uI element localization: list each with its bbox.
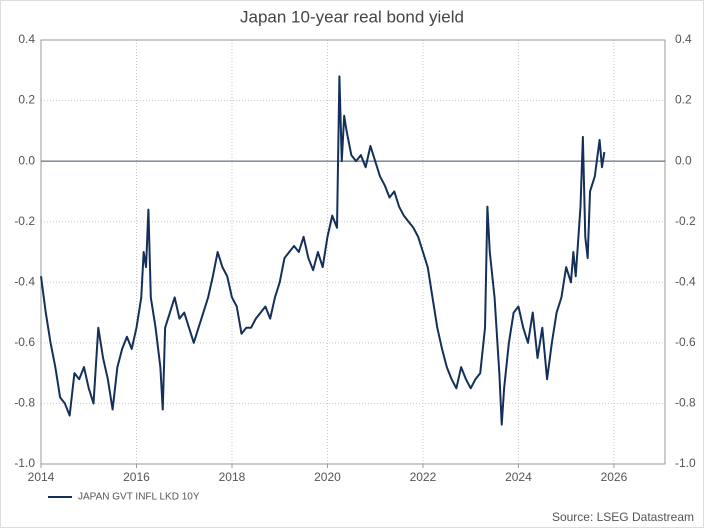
- y-tick-label: -0.4: [14, 274, 35, 288]
- y-tick-label: 0.4: [18, 32, 35, 46]
- y2-tick-label: -0.4: [675, 274, 696, 288]
- plot-border: [40, 39, 666, 465]
- y-tick-label: 0.0: [18, 153, 35, 167]
- x-tick-label: 2016: [123, 470, 150, 484]
- x-tick-label: 2022: [410, 470, 437, 484]
- x-tick-label: 2014: [28, 470, 55, 484]
- source: Source: LSEG Datastream: [552, 510, 694, 524]
- y-tick-label: 0.2: [18, 93, 35, 107]
- y2-tick-label: 0.0: [675, 153, 692, 167]
- y2-tick-label: -0.2: [675, 214, 696, 228]
- y-tick-label: -0.6: [14, 335, 35, 349]
- x-tick-label: 2018: [219, 470, 246, 484]
- y-tick-label: -1.0: [14, 456, 35, 470]
- y-tick-label: -0.2: [14, 214, 35, 228]
- y2-tick-label: -1.0: [675, 456, 696, 470]
- x-tick-label: 2020: [314, 470, 341, 484]
- series-line: [40, 75, 606, 426]
- y2-tick-label: 0.2: [675, 93, 692, 107]
- y2-tick-label: 0.4: [675, 32, 692, 46]
- y2-tick-label: -0.8: [675, 396, 696, 410]
- x-tick-label: 2024: [505, 470, 532, 484]
- y-tick-label: -0.8: [14, 396, 35, 410]
- x-tick-label: 2026: [601, 470, 628, 484]
- legend-label: JAPAN GVT INFL LKD 10Y: [78, 492, 200, 503]
- chart-title: Japan 10-year real bond yield: [240, 7, 464, 26]
- y2-tick-label: -0.6: [675, 335, 696, 349]
